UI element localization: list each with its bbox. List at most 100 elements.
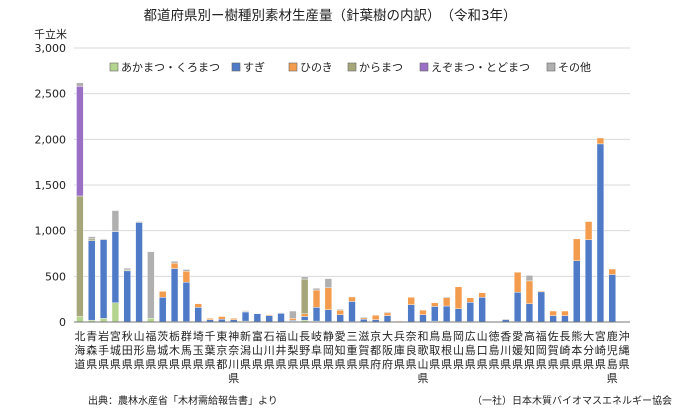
- bar-segment: [431, 302, 439, 307]
- bar-segment: [123, 270, 131, 323]
- gridlines: [74, 47, 630, 277]
- bar-segment: [502, 318, 510, 320]
- x-tick-label: 沖縄県: [619, 330, 630, 371]
- legend-label: あかまつ・くろまつ: [121, 61, 220, 74]
- bar-segment: [407, 297, 415, 305]
- x-tick-label: 福岡県: [536, 329, 547, 371]
- bar-segment: [336, 309, 344, 315]
- bar-segment: [182, 269, 191, 272]
- legend-swatch: [288, 62, 298, 72]
- bar-segment: [99, 318, 108, 323]
- bar-segment: [478, 292, 486, 298]
- bar-segment: [431, 306, 439, 322]
- x-tick-label: 鹿児島県: [607, 329, 618, 385]
- x-tick-label: 兵庫県: [394, 330, 405, 371]
- bar-segment: [312, 288, 321, 291]
- bar-segment: [454, 286, 463, 309]
- x-tick-label: 栃木県: [169, 329, 180, 371]
- bar-segment: [194, 307, 202, 323]
- x-tick-label: 千葉県: [205, 330, 216, 371]
- bar-segment: [372, 314, 380, 320]
- bar-segment: [289, 318, 297, 321]
- bar-segment: [419, 309, 427, 315]
- bar-segment: [170, 261, 179, 264]
- bar-segment: [76, 82, 84, 87]
- bar-segment: [99, 239, 108, 319]
- x-tick-label: 山形県: [134, 330, 145, 371]
- bar-segment: [596, 137, 605, 145]
- bar-segment: [289, 310, 297, 319]
- bar-segment: [159, 297, 167, 323]
- x-tick-label: 新潟県: [240, 329, 251, 371]
- x-tick-label: 岐阜県: [311, 330, 322, 371]
- bar-segment: [561, 310, 569, 316]
- x-tick-label: 神奈川県: [228, 329, 239, 385]
- bar-segment: [301, 276, 309, 280]
- bar-segment: [99, 238, 108, 241]
- bar-segment: [596, 143, 605, 323]
- x-tick-label: 宮城県: [110, 329, 121, 371]
- bar-segment: [478, 297, 486, 323]
- bar-segment: [324, 287, 332, 310]
- bar-segment: [194, 303, 202, 308]
- y-tick-labels: 0 500 1,000 1,500 2,000 2,500 3,000: [35, 42, 67, 329]
- bar-segment: [383, 311, 392, 314]
- x-tick-label: 徳島県: [488, 330, 499, 371]
- bar-segment: [383, 315, 392, 323]
- bar-segment: [76, 86, 84, 197]
- chart-title: 都道府県別ー樹種別素材生産量（針葉樹の内訳） （令和3年）: [143, 8, 516, 24]
- bar-segment: [525, 280, 534, 304]
- x-tick-label: 和歌山県: [417, 330, 428, 385]
- bar-segment: [454, 308, 463, 322]
- bar-segment: [265, 315, 273, 323]
- x-tick-label: 静岡県: [323, 329, 334, 371]
- bar-segment: [537, 290, 545, 293]
- bar-segment: [312, 307, 321, 322]
- bar-segment: [147, 318, 155, 323]
- x-tick-label: 秋田県: [122, 329, 133, 371]
- legend-label: えぞまつ・とどまつ: [431, 61, 530, 74]
- bar-segment: [608, 268, 616, 275]
- bar-segment: [407, 304, 415, 323]
- x-tick-label: 青森県: [86, 330, 97, 371]
- bar-segment: [76, 316, 84, 323]
- x-tick-label: 岡山県: [453, 330, 464, 371]
- bar-segment: [301, 313, 309, 317]
- x-tick-label: 島根県: [441, 329, 452, 371]
- bar-segment: [265, 314, 273, 316]
- x-tick-label: 三重県: [347, 330, 358, 371]
- bar-segment: [218, 316, 226, 320]
- x-tick-label: 石川県: [264, 330, 275, 371]
- bar-segment: [170, 262, 179, 269]
- bar-segment: [135, 222, 143, 323]
- x-tick-label: 群馬県: [181, 329, 192, 371]
- bar-segment: [277, 313, 285, 323]
- x-tick-label: 香川県: [500, 330, 511, 371]
- bar-segment: [573, 238, 581, 262]
- bar-segment: [336, 314, 344, 323]
- bar-segment: [135, 221, 143, 223]
- x-tick-label: 岩手県: [98, 329, 109, 371]
- bar-segment: [324, 309, 332, 322]
- bar-segment: [360, 316, 368, 319]
- bar-segment: [301, 316, 309, 321]
- bar-segment: [111, 231, 120, 304]
- bar-segment: [549, 310, 557, 316]
- bar-segment: [525, 303, 534, 323]
- bar-segment: [561, 315, 569, 323]
- bar-segment: [395, 320, 403, 322]
- legend-swatch: [347, 62, 357, 72]
- bar-segment: [336, 309, 344, 311]
- bar-segment: [312, 289, 321, 308]
- bar-segment: [241, 310, 250, 312]
- x-tick-label: 長野県: [299, 330, 310, 371]
- bar-segment: [525, 275, 534, 282]
- bar-segment: [537, 291, 545, 323]
- bar-segment: [88, 240, 96, 321]
- bar-segment: [159, 291, 167, 298]
- bar-segment: [360, 317, 368, 320]
- x-tick-label: 愛知県: [335, 330, 346, 371]
- bar-segment: [443, 305, 451, 322]
- x-tick-label: 熊本県: [571, 329, 582, 371]
